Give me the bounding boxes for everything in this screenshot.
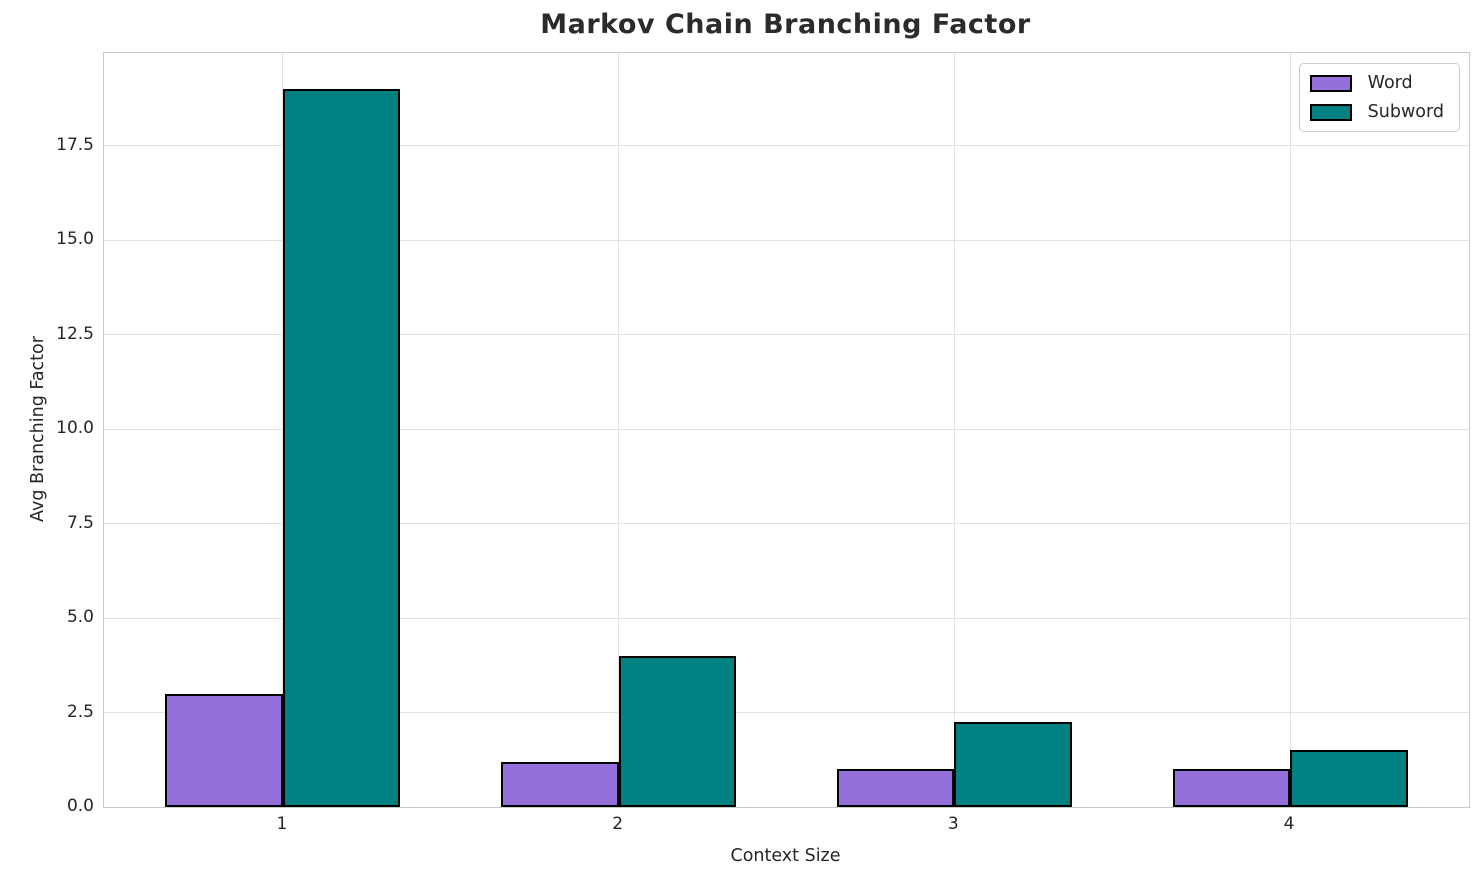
h-gridline bbox=[104, 523, 1469, 525]
y-tick-label: 10.0 bbox=[56, 418, 94, 439]
bar-subword-2 bbox=[618, 655, 737, 807]
bar-subword-3 bbox=[954, 721, 1072, 807]
legend: Word Subword bbox=[1298, 63, 1460, 132]
bar-subword-1 bbox=[282, 88, 401, 807]
h-gridline bbox=[104, 712, 1469, 713]
x-tick-label: 1 bbox=[276, 814, 288, 834]
legend-patch-subword bbox=[1309, 103, 1352, 121]
legend-label-word: Word bbox=[1367, 73, 1413, 93]
x-tick-label: 2 bbox=[612, 814, 624, 834]
plot-area: Word Subword bbox=[103, 52, 1470, 808]
y-tick-label: 2.5 bbox=[66, 701, 94, 722]
v-gridline bbox=[618, 53, 620, 807]
chart-title: Markov Chain Branching Factor bbox=[540, 9, 1031, 40]
h-gridline bbox=[104, 239, 1469, 241]
x-axis-label: Context Size bbox=[730, 846, 841, 866]
x-tick-label: 4 bbox=[1283, 814, 1295, 834]
legend-patch-word bbox=[1309, 74, 1352, 92]
bar-word-4 bbox=[1172, 769, 1291, 807]
legend-item-word: Word bbox=[1309, 72, 1444, 94]
h-gridline bbox=[104, 617, 1469, 619]
bar-word-1 bbox=[165, 693, 283, 807]
legend-label-subword: Subword bbox=[1367, 102, 1444, 122]
h-gridline bbox=[104, 334, 1469, 336]
y-tick-label: 5.0 bbox=[66, 607, 94, 628]
y-tick-label: 12.5 bbox=[56, 323, 94, 344]
y-tick-label: 17.5 bbox=[56, 134, 94, 155]
y-tick-label: 7.5 bbox=[66, 512, 94, 533]
h-gridline bbox=[104, 145, 1469, 147]
y-tick-label: 15.0 bbox=[56, 229, 94, 250]
v-gridline bbox=[1289, 53, 1291, 807]
bar-word-3 bbox=[836, 769, 955, 807]
x-tick-label: 3 bbox=[947, 814, 959, 834]
bar-subword-4 bbox=[1290, 750, 1408, 807]
y-tick-label: 0.0 bbox=[66, 796, 94, 816]
bar-word-2 bbox=[501, 761, 619, 807]
h-gridline bbox=[104, 428, 1469, 430]
legend-item-subword: Subword bbox=[1309, 101, 1444, 123]
v-gridline bbox=[953, 53, 955, 807]
